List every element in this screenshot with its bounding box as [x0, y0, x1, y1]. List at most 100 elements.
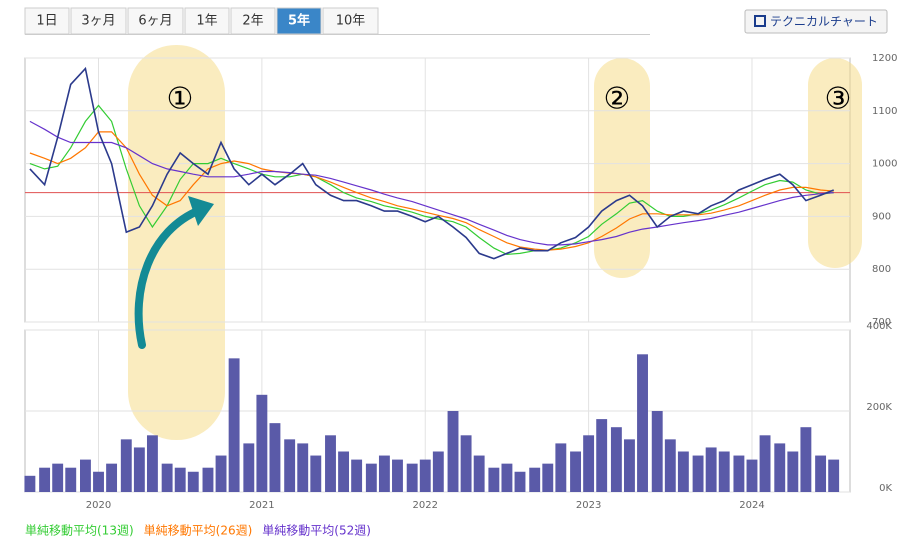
volume-bar	[718, 451, 730, 492]
volume-bar	[297, 443, 309, 492]
tab[interactable]	[70, 7, 127, 35]
x-tick-label: 2024	[739, 500, 764, 511]
price-line	[29, 66, 835, 260]
annotation: ②	[604, 82, 631, 117]
volume-bar	[733, 455, 745, 492]
volume-bar	[514, 471, 526, 492]
volume-bar	[542, 463, 554, 492]
y-tick-label: 800	[872, 264, 891, 275]
volume-bar	[406, 463, 418, 492]
x-tick-label: 2020	[86, 500, 111, 511]
volume-bar	[228, 358, 240, 492]
volume-bar	[664, 439, 676, 492]
volume-bar	[93, 471, 104, 492]
volume-bar	[133, 447, 145, 492]
x-tick-label: 2023	[576, 500, 601, 511]
volume-bar	[161, 463, 173, 492]
highlight	[594, 58, 650, 278]
tab[interactable]	[276, 7, 322, 35]
tab[interactable]	[184, 7, 230, 35]
volume-bar	[651, 411, 663, 492]
volume-bar	[447, 411, 459, 492]
volume-bar	[800, 427, 812, 492]
tab-label: 2年	[242, 14, 263, 29]
volume-bar	[828, 459, 840, 492]
y-tick-label: 1000	[872, 159, 897, 170]
volume-bar	[325, 435, 336, 492]
volume-bar	[677, 451, 689, 492]
legend-entry: 単純移動平均(26週)	[144, 524, 253, 538]
volume-bar	[187, 471, 199, 492]
legend: 単純移動平均(13週) 単純移動平均(26週) 単純移動平均(52週)	[25, 524, 371, 538]
technical-button[interactable]	[744, 9, 888, 34]
tab-label: 6ヶ月	[138, 14, 172, 29]
volume-bar	[624, 439, 635, 492]
volume-bar	[705, 447, 717, 492]
volume-bar	[473, 455, 485, 492]
volume-bar	[351, 459, 363, 492]
x-tick-label: 2022	[413, 500, 438, 511]
volume-bar	[529, 467, 541, 492]
y-tick-label: 1200	[872, 53, 897, 64]
volume-bar	[24, 475, 36, 492]
tab-bar: 1日 3ヶ月 6ヶ月 1年 2年 5年 10年	[24, 7, 379, 35]
volume-bar	[174, 467, 186, 492]
volume-bar	[269, 423, 281, 492]
legend-entry: 単純移動平均(13週)	[25, 524, 134, 538]
x-tick-label: 2021	[249, 500, 274, 511]
y-tick-label: 1100	[872, 106, 897, 117]
volume-bar	[787, 451, 799, 492]
volume-bar	[774, 443, 786, 492]
volume-bar	[637, 354, 648, 492]
y2-tick-label: 200K	[866, 402, 892, 413]
volume-bar	[52, 463, 64, 492]
tab-label: 5年	[288, 13, 310, 29]
volume-bar	[243, 443, 255, 492]
highlight	[128, 45, 225, 440]
tab[interactable]	[24, 7, 70, 35]
volume-bar	[432, 451, 444, 492]
volume-bar	[419, 459, 431, 492]
volume-bar	[65, 467, 77, 492]
tab-label: 3ヶ月	[81, 14, 115, 29]
button-icon	[754, 15, 766, 27]
y-tick-label: 700	[872, 317, 891, 328]
legend-entry: 単純移動平均(52週)	[262, 524, 371, 538]
tab-label: 10年	[336, 14, 366, 29]
volume-bar	[80, 459, 91, 492]
moving-average	[29, 131, 834, 251]
volume-bar	[338, 451, 350, 492]
volume-bar	[256, 394, 268, 492]
volume-bar	[215, 455, 227, 492]
highlights	[128, 45, 862, 440]
volume-bar	[106, 463, 118, 492]
volume-bar	[759, 435, 771, 492]
volume-bar	[284, 439, 296, 492]
volume-bar	[365, 463, 377, 492]
volume-bar	[310, 455, 322, 492]
volume-bar	[555, 443, 567, 492]
button-label: テクニカルチャート	[770, 15, 878, 29]
arrow	[134, 206, 204, 349]
volume-bar	[746, 459, 758, 492]
annotation: ①	[167, 82, 194, 117]
tab-label: 1日	[36, 14, 57, 29]
arrow-head	[188, 196, 214, 226]
volume-bar	[202, 467, 214, 492]
y-tick-label: 900	[872, 211, 891, 222]
volume-bar	[460, 435, 472, 492]
volume-bar	[39, 467, 51, 492]
plot: 700 800 900 1000 1100 1200 0K 200K 400K 2020 2021 2…	[24, 53, 897, 511]
volume-bar	[570, 451, 581, 492]
volume-bar	[596, 419, 608, 492]
volume-bar	[378, 455, 390, 492]
annotation: ③	[825, 82, 852, 117]
volume-bar	[610, 427, 622, 492]
volume-bar	[146, 435, 158, 492]
tab-label: 1年	[196, 14, 217, 29]
volume-bar	[392, 459, 403, 492]
y2-tick-label: 400K	[866, 321, 892, 332]
volume-bar	[583, 435, 595, 492]
volume-bar	[488, 467, 500, 492]
